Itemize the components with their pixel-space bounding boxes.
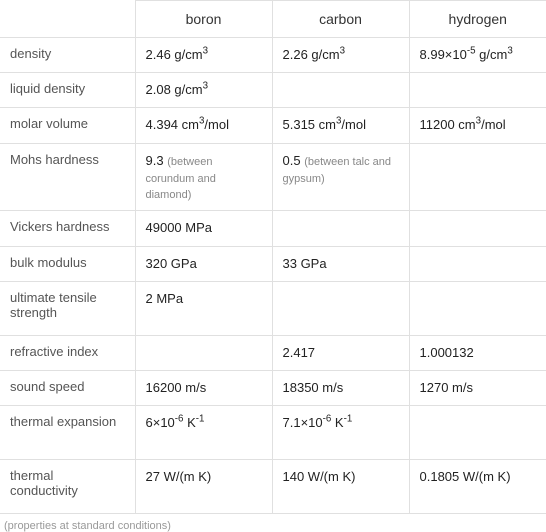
table-cell: 2.46 g/cm3 [135,38,272,73]
table-cell: 2.08 g/cm3 [135,73,272,108]
table-body: density2.46 g/cm32.26 g/cm38.99×10-5 g/c… [0,38,546,514]
table-row: thermal expansion6×10-6 K-17.1×10-6 K-1 [0,406,546,460]
table-cell [409,211,546,246]
table-row: molar volume4.394 cm3/mol5.315 cm3/mol11… [0,108,546,143]
table-cell: 7.1×10-6 K-1 [272,406,409,460]
table-cell: 11200 cm3/mol [409,108,546,143]
table-cell: 140 W/(m K) [272,460,409,514]
row-label: thermal conductivity [0,460,135,514]
row-label: density [0,38,135,73]
properties-table: boron carbon hydrogen density2.46 g/cm32… [0,0,546,514]
table-cell: 320 GPa [135,246,272,281]
row-label: liquid density [0,73,135,108]
table-cell: 16200 m/s [135,370,272,405]
table-cell [409,246,546,281]
table-cell: 5.315 cm3/mol [272,108,409,143]
table-cell: 4.394 cm3/mol [135,108,272,143]
table-row: liquid density2.08 g/cm3 [0,73,546,108]
table-cell [272,211,409,246]
table-cell: 1270 m/s [409,370,546,405]
table-cell: 2 MPa [135,281,272,335]
table-cell [409,73,546,108]
table-cell: 0.5 (between talc and gypsum) [272,143,409,211]
table-cell: 1.000132 [409,335,546,370]
table-cell [135,335,272,370]
table-cell: 18350 m/s [272,370,409,405]
table-cell: 9.3 (between corundum and diamond) [135,143,272,211]
table-cell [272,281,409,335]
row-label: Vickers hardness [0,211,135,246]
table-cell: 0.1805 W/(m K) [409,460,546,514]
table-row: Mohs hardness9.3 (between corundum and d… [0,143,546,211]
table-cell: 6×10-6 K-1 [135,406,272,460]
table-cell [409,143,546,211]
table-cell: 8.99×10-5 g/cm3 [409,38,546,73]
table-row: density2.46 g/cm32.26 g/cm38.99×10-5 g/c… [0,38,546,73]
table-cell: 33 GPa [272,246,409,281]
table-cell: 2.26 g/cm3 [272,38,409,73]
row-label: refractive index [0,335,135,370]
row-label: bulk modulus [0,246,135,281]
header-carbon: carbon [272,1,409,38]
row-label: molar volume [0,108,135,143]
table-cell [409,406,546,460]
table-row: bulk modulus320 GPa33 GPa [0,246,546,281]
row-label: ultimate tensile strength [0,281,135,335]
table-row: ultimate tensile strength2 MPa [0,281,546,335]
table-cell: 49000 MPa [135,211,272,246]
row-label: Mohs hardness [0,143,135,211]
header-boron: boron [135,1,272,38]
header-row: boron carbon hydrogen [0,1,546,38]
row-label: thermal expansion [0,406,135,460]
table-cell [272,73,409,108]
table-cell [409,281,546,335]
table-row: refractive index 2.4171.000132 [0,335,546,370]
header-empty [0,1,135,38]
header-hydrogen: hydrogen [409,1,546,38]
table-row: Vickers hardness49000 MPa [0,211,546,246]
table-row: sound speed16200 m/s18350 m/s1270 m/s [0,370,546,405]
table-row: thermal conductivity27 W/(m K)140 W/(m K… [0,460,546,514]
table-cell: 27 W/(m K) [135,460,272,514]
row-label: sound speed [0,370,135,405]
table-cell: 2.417 [272,335,409,370]
